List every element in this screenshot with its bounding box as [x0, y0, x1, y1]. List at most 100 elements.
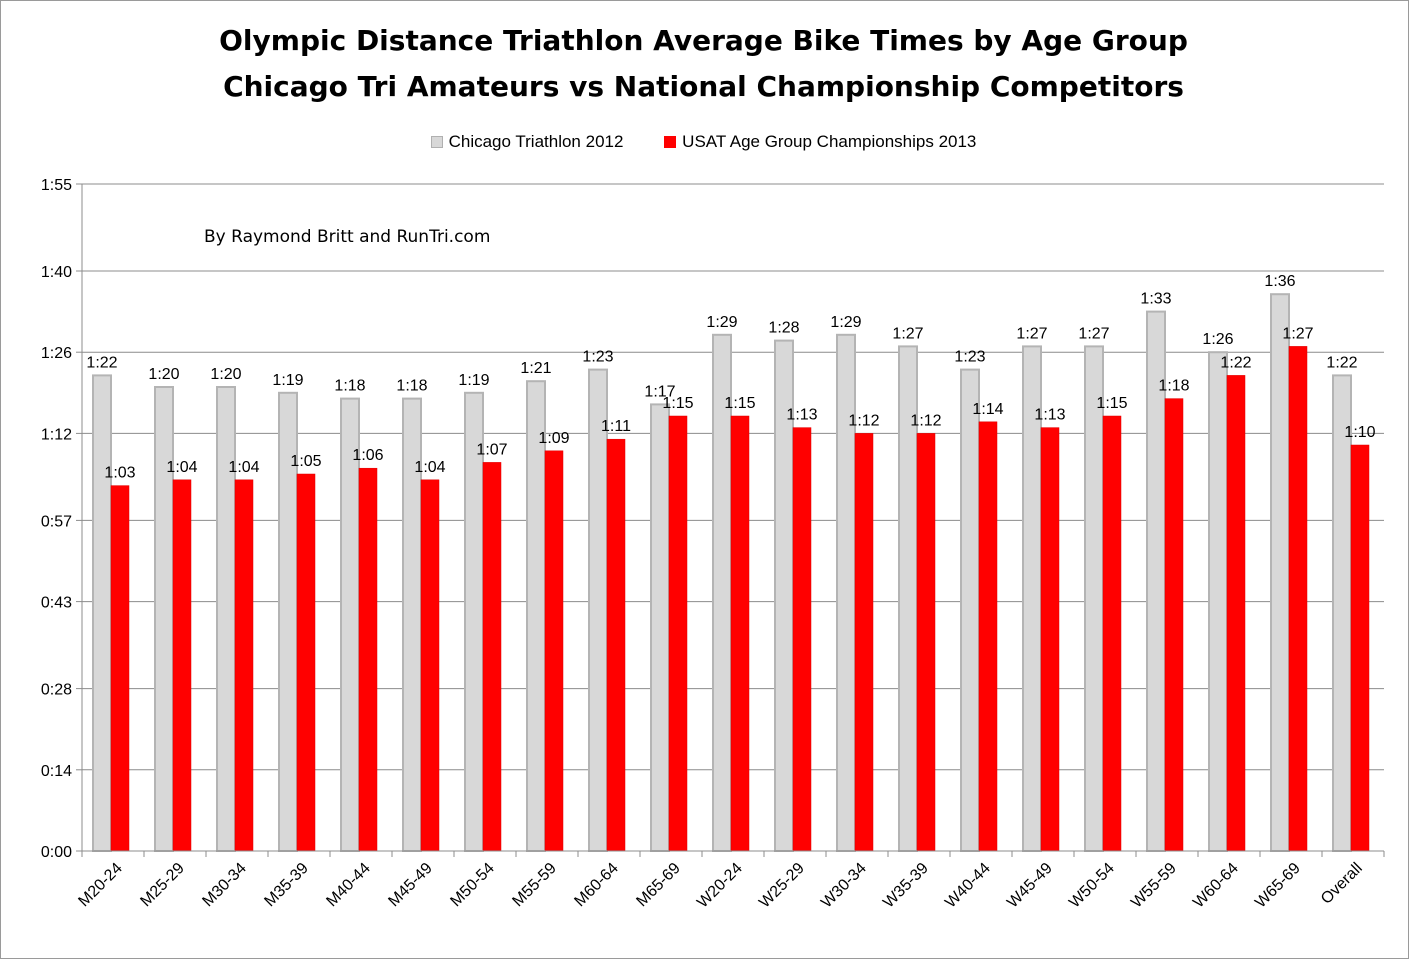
data-label-chicago: 1:29 — [706, 314, 737, 331]
bar-chicago — [92, 374, 112, 852]
bars — [92, 293, 1370, 853]
data-label-usat: 1:09 — [538, 430, 569, 447]
data-label-chicago: 1:27 — [892, 325, 923, 342]
bar-usat — [1350, 444, 1370, 852]
legend-swatch-chicago — [430, 136, 443, 148]
data-label-chicago: 1:23 — [954, 349, 985, 366]
data-label-chicago: 1:22 — [1326, 354, 1357, 371]
data-label-chicago: 1:27 — [1016, 325, 1047, 342]
bar-usat — [544, 450, 564, 852]
bar-chicago — [1270, 293, 1290, 852]
data-label-usat: 1:27 — [1282, 325, 1313, 342]
data-label-usat: 1:14 — [972, 401, 1003, 418]
chart-annotation: By Raymond Britt and RunTri.com — [204, 227, 490, 247]
data-label-usat: 1:15 — [724, 395, 755, 412]
legend-label-usat: USAT Age Group Championships 2013 — [682, 132, 977, 151]
bar-usat — [234, 479, 254, 852]
x-tick-label: M55-59 — [509, 860, 559, 910]
y-tick-label: 0:14 — [41, 763, 72, 780]
data-label-chicago: 1:29 — [830, 314, 861, 331]
y-tick-label: 1:26 — [41, 345, 72, 362]
bar-chicago — [1332, 374, 1352, 852]
chart-title: Olympic Distance Triathlon Average Bike … — [219, 24, 1188, 57]
x-tick-label: Overall — [1318, 860, 1366, 908]
bar-usat — [730, 415, 750, 852]
data-label-usat: 1:04 — [166, 459, 197, 476]
x-tick-label: W45-49 — [1004, 860, 1056, 912]
y-tick-label: 0:43 — [41, 595, 72, 612]
data-label-chicago: 1:19 — [272, 372, 303, 389]
x-tick-label: M30-34 — [199, 860, 249, 910]
bar-usat — [792, 427, 812, 852]
data-label-usat: 1:15 — [1096, 395, 1127, 412]
data-label-chicago: 1:22 — [86, 354, 117, 371]
data-label-usat: 1:04 — [414, 459, 445, 476]
data-label-usat: 1:07 — [476, 441, 507, 458]
bar-usat — [482, 462, 502, 852]
x-tick-label: W35-39 — [880, 860, 932, 912]
x-tick-label: M45-49 — [385, 860, 435, 910]
bar-chicago — [154, 386, 174, 852]
y-tick-label: 1:55 — [41, 177, 72, 194]
data-label-chicago: 1:20 — [148, 366, 179, 383]
legend-swatch-usat — [664, 136, 677, 148]
data-label-chicago: 1:19 — [458, 372, 489, 389]
data-label-chicago: 1:26 — [1202, 331, 1233, 348]
y-tick-label: 0:28 — [41, 682, 72, 699]
data-label-usat: 1:03 — [104, 465, 135, 482]
x-tick-label: W55-59 — [1128, 860, 1180, 912]
bar-usat — [1226, 375, 1246, 852]
y-tick-label: 0:57 — [41, 513, 72, 530]
chart-subtitle: Chicago Tri Amateurs vs National Champio… — [223, 70, 1184, 103]
bar-usat — [296, 473, 316, 852]
bar-usat — [1040, 427, 1060, 852]
bar-chicago — [464, 391, 484, 852]
data-label-chicago: 1:33 — [1140, 291, 1171, 308]
bar-usat — [854, 433, 874, 852]
x-tick-label: M50-54 — [447, 860, 497, 910]
y-tick-label: 1:40 — [41, 264, 72, 281]
bar-chicago — [526, 380, 546, 852]
data-label-usat: 1:22 — [1220, 354, 1251, 371]
x-tick-label: W25-29 — [756, 860, 808, 912]
x-tick-label: M40-44 — [323, 860, 373, 910]
bar-usat — [668, 415, 688, 852]
data-label-usat: 1:12 — [910, 412, 941, 429]
bar-chicago — [216, 386, 236, 852]
x-tick-label: M25-29 — [137, 860, 187, 910]
bar-chicago — [1084, 345, 1104, 852]
bar-usat — [606, 438, 626, 852]
data-label-chicago: 1:18 — [334, 378, 365, 395]
x-tick-label: W30-34 — [818, 860, 870, 912]
data-label-usat: 1:12 — [848, 412, 879, 429]
data-label-usat: 1:18 — [1158, 378, 1189, 395]
data-label-usat: 1:04 — [228, 459, 259, 476]
data-label-chicago: 1:17 — [644, 383, 675, 400]
bar-usat — [916, 433, 936, 852]
data-label-usat: 1:11 — [601, 418, 631, 435]
x-tick-label: W20-24 — [694, 860, 746, 912]
legend-item-chicago: Chicago Triathlon 2012 — [430, 132, 624, 152]
y-tick-label: 1:12 — [41, 426, 72, 443]
data-label-usat: 1:15 — [662, 395, 693, 412]
bar-chicago — [588, 368, 608, 852]
data-label-chicago: 1:23 — [582, 349, 613, 366]
data-label-usat: 1:06 — [352, 447, 383, 464]
bar-usat — [358, 467, 378, 852]
x-tick-label: W60-64 — [1190, 860, 1242, 912]
x-tick-label: W50-54 — [1066, 860, 1118, 912]
bar-chicago — [340, 397, 360, 852]
legend-item-usat: USAT Age Group Championships 2013 — [664, 132, 976, 152]
bar-usat — [1164, 398, 1184, 852]
data-label-usat: 1:13 — [1034, 407, 1065, 424]
data-label-chicago: 1:36 — [1264, 273, 1295, 290]
data-label-usat: 1:05 — [290, 453, 321, 470]
x-tick-label: W65-69 — [1252, 860, 1304, 912]
bar-chicago — [1208, 351, 1228, 852]
bar-usat — [1288, 346, 1308, 852]
bar-usat — [172, 479, 192, 852]
y-tick-label: 0:00 — [41, 844, 72, 861]
legend-label-chicago: Chicago Triathlon 2012 — [448, 132, 624, 151]
data-label-chicago: 1:28 — [768, 320, 799, 337]
data-label-chicago: 1:27 — [1078, 325, 1109, 342]
